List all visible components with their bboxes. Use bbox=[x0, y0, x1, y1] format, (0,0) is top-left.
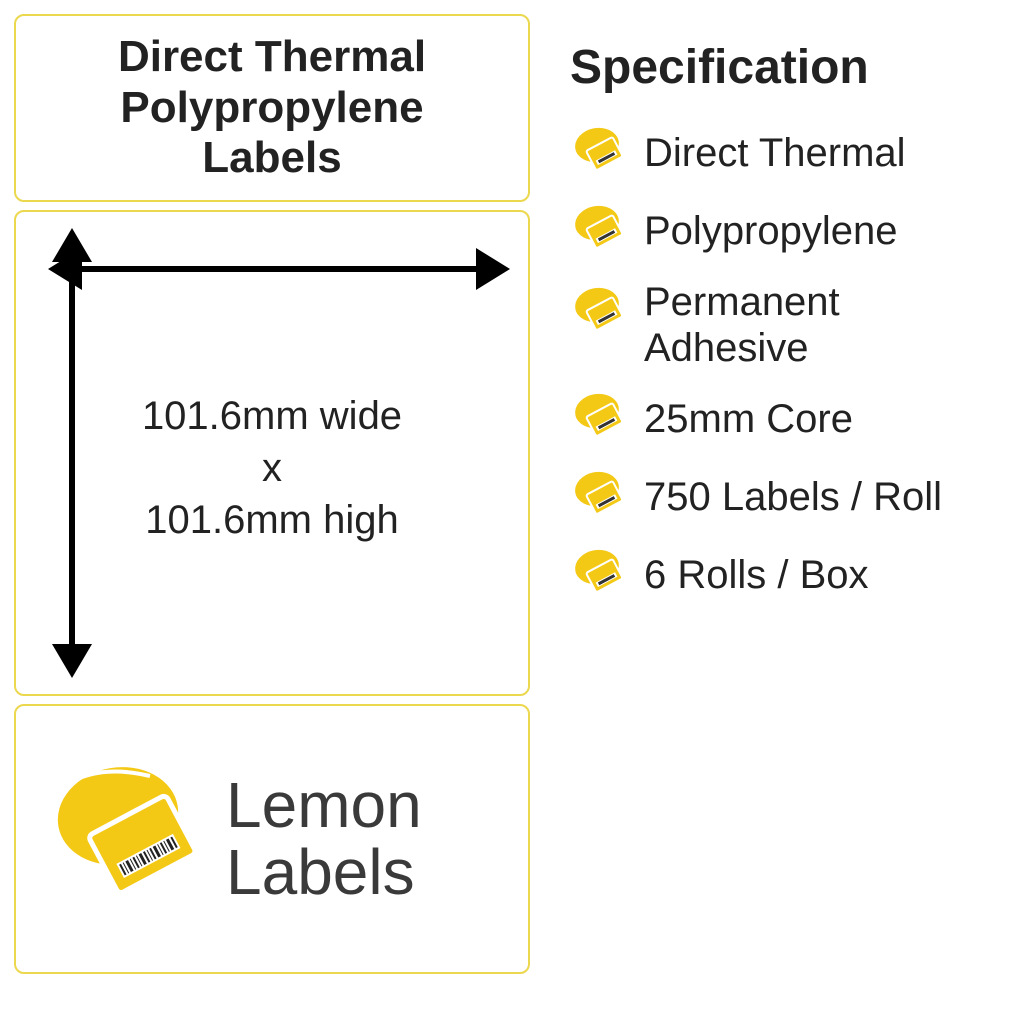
spec-item-label: Polypropylene bbox=[644, 208, 898, 254]
lemon-bullet-icon bbox=[570, 283, 630, 343]
spec-item-label: Permanent Adhesive bbox=[644, 279, 964, 371]
spec-item: 6 Rolls / Box bbox=[570, 545, 1004, 605]
logo-text-line-1: Lemon bbox=[226, 772, 422, 839]
title-line-2: Polypropylene bbox=[120, 83, 423, 134]
logo-text-line-2: Labels bbox=[226, 839, 422, 906]
lemon-bullet-icon bbox=[570, 201, 630, 261]
specification-panel: Specification Direct Thermal bbox=[540, 0, 1024, 1024]
left-panel: Direct Thermal Polypropylene Labels 101.… bbox=[0, 0, 540, 1024]
dim-line-3: 101.6mm high bbox=[142, 494, 402, 546]
lemon-bullet-icon bbox=[570, 467, 630, 527]
lemon-bullet-icon bbox=[570, 389, 630, 449]
brand-logo-text: Lemon Labels bbox=[226, 772, 422, 906]
lemon-bullet-icon bbox=[570, 123, 630, 183]
title-line-1: Direct Thermal bbox=[118, 32, 426, 83]
brand-logo-block: Lemon Labels bbox=[14, 704, 530, 974]
spec-item-label: 25mm Core bbox=[644, 396, 853, 442]
lemon-labels-logo-icon bbox=[40, 754, 210, 924]
vertical-dimension-arrow bbox=[52, 230, 92, 676]
product-title-block: Direct Thermal Polypropylene Labels bbox=[14, 14, 530, 202]
horizontal-dimension-arrow bbox=[50, 248, 508, 288]
spec-item: Polypropylene bbox=[570, 201, 1004, 261]
specification-heading: Specification bbox=[570, 40, 1004, 95]
spec-item: 25mm Core bbox=[570, 389, 1004, 449]
dimension-text: 101.6mm wide x 101.6mm high bbox=[142, 390, 402, 546]
dim-line-1: 101.6mm wide bbox=[142, 390, 402, 442]
dimension-block: 101.6mm wide x 101.6mm high bbox=[14, 210, 530, 696]
infographic-container: Direct Thermal Polypropylene Labels 101.… bbox=[0, 0, 1024, 1024]
spec-item: Direct Thermal bbox=[570, 123, 1004, 183]
spec-item: 750 Labels / Roll bbox=[570, 467, 1004, 527]
lemon-bullet-icon bbox=[570, 545, 630, 605]
spec-item: Permanent Adhesive bbox=[570, 279, 1004, 371]
spec-item-label: 750 Labels / Roll bbox=[644, 474, 942, 520]
dim-line-2: x bbox=[142, 442, 402, 494]
spec-item-label: Direct Thermal bbox=[644, 130, 906, 176]
title-line-3: Labels bbox=[202, 133, 341, 184]
spec-item-label: 6 Rolls / Box bbox=[644, 552, 869, 598]
